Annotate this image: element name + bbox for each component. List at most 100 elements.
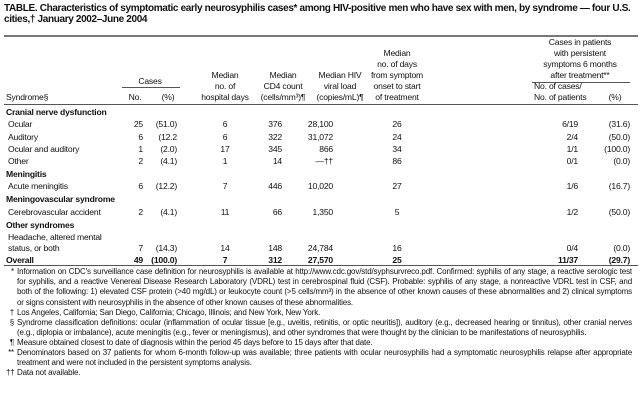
viral-load: 28,100: [307, 119, 333, 130]
header-line: of treatment: [375, 92, 419, 102]
persistent-pct: (29.7): [608, 255, 630, 266]
table-row: Cerebrovascular accident 2 (4.1) 11 66 1,350 5…: [0, 206, 640, 218]
viral-load: 866: [319, 143, 333, 154]
cd4-count: 66: [272, 206, 282, 217]
days-to-treatment: 27: [392, 181, 402, 192]
cases-pct: (4.1): [160, 206, 177, 217]
persistent-pct: (16.7): [608, 181, 630, 192]
cases-no: 6: [138, 131, 143, 142]
persistent-ratio: 1/1: [566, 143, 579, 154]
table-row: Other 2 (4.1) 1 14 —†† 86 0/1 (0.0): [0, 155, 640, 167]
table-row: Overall 49 (100.0) 7 312 27,570 25 11/37 (29.7): [0, 254, 640, 266]
cases-no: 2: [138, 156, 143, 167]
persistent-rule: [532, 82, 630, 83]
group-row: Other syndromes: [0, 219, 640, 231]
footnote: † Los Angeles, California; San Diego, Cal…: [6, 308, 632, 318]
group-row: Cranial nerve dysfunction: [0, 106, 640, 118]
persistent-pct: (0.0): [613, 156, 630, 167]
days-to-treatment: 5: [394, 206, 400, 217]
header-syndrome: Syndrome§: [6, 92, 49, 102]
persistent-ratio: 0/1: [566, 156, 579, 167]
persistent-ratio: 1/6: [566, 181, 579, 192]
header-pct: (%): [161, 92, 175, 102]
footnote: ¶ Measure obtained closest to date of dia…: [6, 338, 632, 348]
header-line: no. of days: [377, 59, 417, 69]
persistent-pct: (100.0): [604, 143, 630, 154]
persistent-ratio: 1/2: [566, 206, 579, 217]
row-label: Other: [8, 156, 29, 167]
table-row: Headache, altered mental: [0, 231, 640, 243]
header-cd4: Median CD4 count (cells/mm³)¶: [248, 70, 318, 103]
cases-no: 1: [138, 143, 143, 154]
footnote-text: Information on CDC's surveillance case d…: [17, 267, 632, 307]
header-line: No. of patients: [534, 92, 587, 102]
days-to-treatment: 16: [392, 243, 402, 254]
header-line: Median: [269, 70, 297, 80]
table-row: Auditory 6 (12.2 6 322 31,072 24 2/4 (50.0): [0, 131, 640, 143]
header-line: from symptom: [370, 70, 424, 80]
cases-pct: (14.3): [155, 243, 177, 254]
cases-no: 6: [138, 181, 143, 192]
hospital-days: 17: [220, 143, 230, 154]
cd4-count: 312: [268, 255, 282, 266]
table-row: Ocular 25 (51.0) 6 376 28,100 26 6/19 (31.6): [0, 118, 640, 130]
viral-load: 27,570: [307, 255, 333, 266]
cases-pct: (4.1): [160, 156, 177, 167]
row-label: Meningovascular syndrome: [6, 194, 115, 205]
cases-no: 49: [133, 255, 143, 266]
cases-pct: (12.2: [158, 131, 177, 142]
days-to-treatment: 25: [392, 255, 402, 266]
footnote-text: Data not available.: [17, 368, 81, 377]
viral-load: —††: [315, 156, 333, 167]
header-viral: Median HIV viral load (copies/mL)¶: [305, 70, 375, 103]
hospital-days: 6: [222, 119, 228, 130]
cases-pct: (12.2): [155, 181, 177, 192]
header-line: (copies/mL)¶: [316, 92, 364, 102]
hospital-days: 11: [220, 206, 230, 217]
hospital-days: 6: [222, 131, 228, 142]
cd4-count: 14: [272, 156, 282, 167]
table-row: Acute meningitis 6 (12.2) 7 446 10,020 27 1/6 (1…: [0, 180, 640, 192]
group-row: Meningovascular syndrome: [0, 193, 640, 205]
footnote-text: Syndrome classification definitions: ocu…: [17, 318, 632, 338]
persistent-ratio: 2/4: [566, 131, 579, 142]
header-line: Median HIV: [318, 70, 362, 80]
persistent-pct: (0.0): [613, 243, 630, 254]
group-row: Meningitis: [0, 168, 640, 180]
persistent-pct: (31.6): [608, 119, 630, 130]
footnote-mark: **: [8, 348, 14, 357]
hospital-days: 7: [222, 181, 228, 192]
row-label: Acute meningitis: [8, 181, 68, 192]
hospital-days: 14: [220, 243, 230, 254]
row-label: Auditory: [8, 131, 38, 142]
persistent-ratio: 11/37: [557, 255, 578, 266]
footnote-text: Measure obtained closest to date of diag…: [17, 338, 373, 347]
header-line: Median: [383, 48, 411, 58]
row-label: Other syndromes: [6, 219, 75, 230]
header-line: viral load: [323, 81, 357, 91]
cases-pct: (2.0): [160, 143, 177, 154]
header-line: No. of cases/: [534, 81, 582, 91]
cases-pct: (100.0): [151, 255, 177, 266]
footnote-mark: ¶: [9, 338, 14, 347]
footnote-mark: †: [9, 308, 14, 317]
viral-load: 31,072: [307, 131, 333, 142]
header-line: onset to start: [373, 81, 421, 91]
table-row: status, or both 7 (14.3) 14 148 24,784 16 0/4 (0…: [0, 242, 640, 254]
header-line: CD4 count: [263, 81, 303, 91]
footnote-mark: ††: [6, 368, 15, 377]
header-line: no. of: [214, 81, 236, 91]
cd4-count: 345: [268, 143, 282, 154]
header-ratio: No. of cases/ No. of patients: [534, 81, 587, 103]
header-no: No.: [128, 92, 142, 102]
viral-load: 1,350: [312, 206, 333, 217]
header-hospital: Median no. of hospital days: [190, 70, 260, 103]
persistent-pct: (50.0): [608, 131, 630, 142]
row-label: Meningitis: [6, 169, 47, 180]
persistent-ratio: 6/19: [562, 119, 578, 130]
days-to-treatment: 24: [392, 131, 402, 142]
header-line: Median: [211, 70, 239, 80]
days-to-treatment: 26: [392, 119, 402, 130]
footnote: †† Data not available.: [6, 368, 632, 378]
viral-load: 10,020: [307, 181, 333, 192]
